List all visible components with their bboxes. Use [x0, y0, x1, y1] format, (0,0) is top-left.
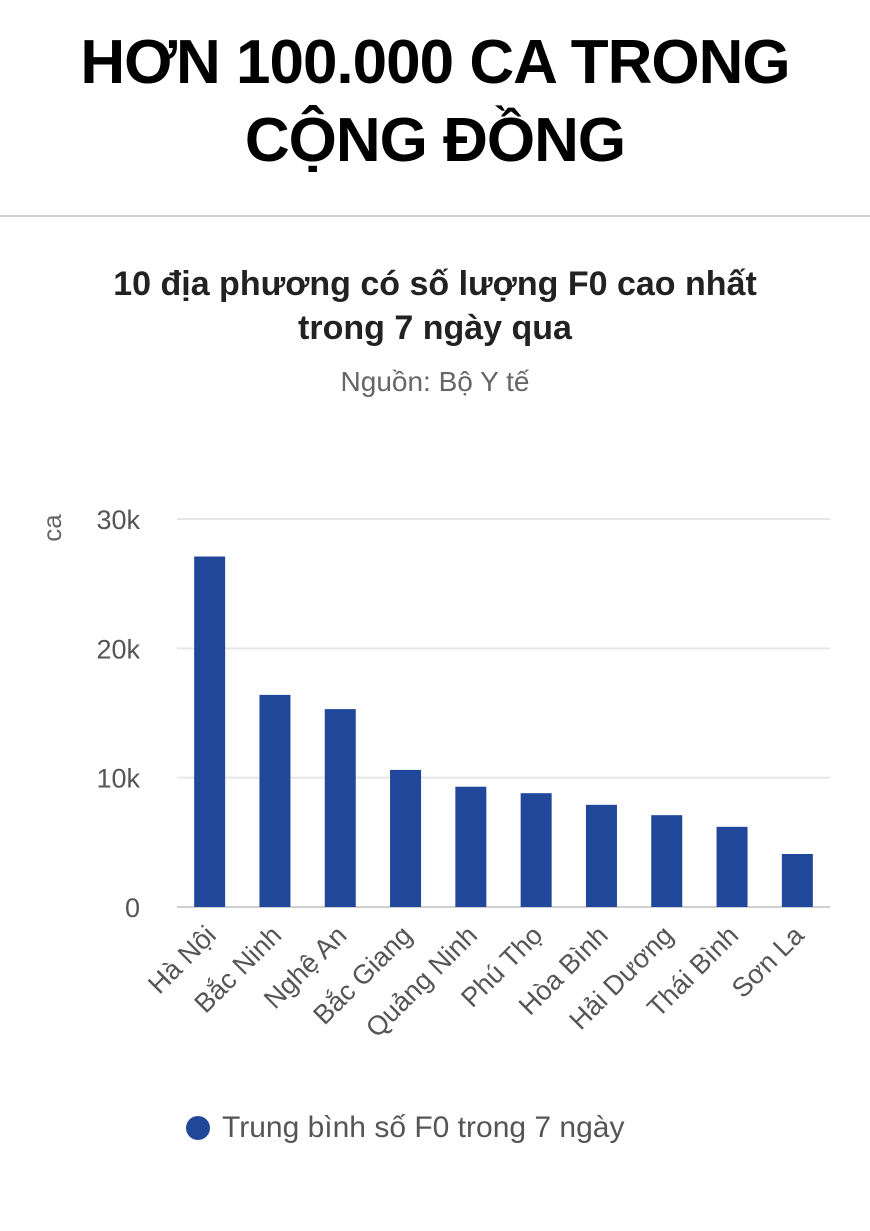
legend[interactable]: Trung bình số F0 trong 7 ngày	[186, 1108, 624, 1148]
bar	[324, 709, 356, 907]
chart-subtitle: Nguồn: Bộ Y tế	[340, 366, 530, 397]
y-tick-label: 20k	[96, 634, 140, 664]
bar	[455, 786, 487, 907]
y-tick-label: 10k	[96, 764, 140, 794]
headline-line: HƠN 100.000 CA TRONG	[80, 28, 790, 97]
bar	[390, 769, 422, 907]
headline: HƠN 100.000 CA TRONG CỘNG ĐỒNG	[0, 24, 870, 180]
chart-title-line: trong 7 ngày qua	[298, 309, 572, 347]
bar	[781, 853, 813, 907]
y-axis-label: ca	[37, 514, 67, 542]
chart-title-line: 10 địa phương có số lượng F0 cao nhất	[113, 265, 757, 303]
legend-marker	[186, 1116, 210, 1140]
y-tick-label: 30k	[96, 505, 140, 535]
headline-line: CỘNG ĐỒNG	[244, 106, 626, 175]
divider	[0, 215, 870, 217]
y-tick-label: 0	[125, 893, 140, 923]
chart-title: 10 địa phương có số lượng F0 cao nhất tro…	[60, 262, 810, 350]
headline-section: HƠN 100.000 CA TRONG CỘNG ĐỒNG	[0, 0, 870, 216]
bar	[716, 826, 748, 907]
bar	[585, 804, 617, 907]
legend-label: Trung bình số F0 trong 7 ngày	[222, 1111, 625, 1144]
bar	[194, 556, 226, 907]
bar	[259, 694, 291, 907]
x-tick-label: Sơn La	[726, 919, 810, 1003]
bar	[520, 793, 552, 907]
bar	[651, 815, 683, 907]
